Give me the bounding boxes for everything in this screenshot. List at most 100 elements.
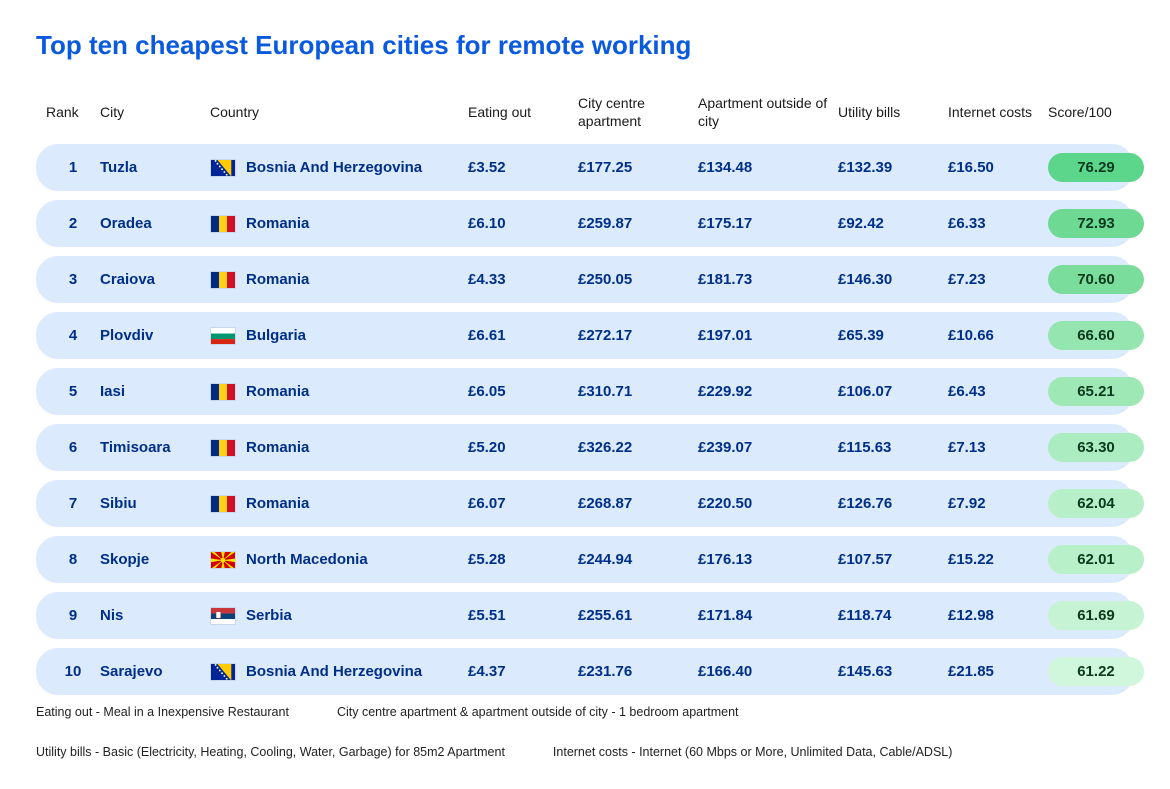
footnote: Internet costs - Internet (60 Mbps or Mo… — [553, 745, 952, 759]
table-row: 9NisSerbia£5.51£255.61£171.84£118.74£12.… — [36, 592, 1134, 639]
city-apt-cell: £244.94 — [578, 551, 698, 568]
footnote: Utility bills - Basic (Electricity, Heat… — [36, 745, 505, 759]
utility-cell: £118.74 — [838, 607, 948, 624]
flag-icon — [210, 327, 236, 345]
eating-out-cell: £4.37 — [468, 663, 578, 680]
out-apt-cell: £229.92 — [698, 383, 838, 400]
city-cell: Plovdiv — [100, 327, 210, 344]
city-cell: Nis — [100, 607, 210, 624]
flag-icon — [210, 159, 236, 177]
eating-out-cell: £6.10 — [468, 215, 578, 232]
col-internet: Internet costs — [948, 104, 1048, 122]
city-apt-cell: £326.22 — [578, 439, 698, 456]
utility-cell: £146.30 — [838, 271, 948, 288]
rank-cell: 7 — [46, 495, 100, 512]
score-pill: 65.21 — [1048, 377, 1144, 406]
country-name: Romania — [246, 439, 309, 456]
city-apt-cell: £268.87 — [578, 495, 698, 512]
score-pill: 76.29 — [1048, 153, 1144, 182]
city-apt-cell: £310.71 — [578, 383, 698, 400]
table-row: 1TuzlaBosnia And Herzegovina£3.52£177.25… — [36, 144, 1134, 191]
flag-icon — [210, 495, 236, 513]
country-cell: Romania — [210, 271, 468, 289]
eating-out-cell: £4.33 — [468, 271, 578, 288]
col-rank: Rank — [46, 104, 100, 122]
country-cell: Romania — [210, 383, 468, 401]
out-apt-cell: £134.48 — [698, 159, 838, 176]
col-score: Score/100 — [1048, 104, 1144, 122]
country-name: Romania — [246, 271, 309, 288]
city-cell: Skopje — [100, 551, 210, 568]
flag-icon — [210, 383, 236, 401]
internet-cell: £21.85 — [948, 663, 1048, 680]
out-apt-cell: £175.17 — [698, 215, 838, 232]
city-cell: Craiova — [100, 271, 210, 288]
table-row: 2OradeaRomania£6.10£259.87£175.17£92.42£… — [36, 200, 1134, 247]
internet-cell: £7.92 — [948, 495, 1048, 512]
out-apt-cell: £181.73 — [698, 271, 838, 288]
eating-out-cell: £5.51 — [468, 607, 578, 624]
rank-cell: 10 — [46, 663, 100, 680]
country-name: Bulgaria — [246, 327, 306, 344]
rank-cell: 5 — [46, 383, 100, 400]
city-cell: Timisoara — [100, 439, 210, 456]
city-apt-cell: £231.76 — [578, 663, 698, 680]
country-name: Bosnia And Herzegovina — [246, 663, 422, 680]
country-name: Romania — [246, 215, 309, 232]
table-row: 7SibiuRomania£6.07£268.87£220.50£126.76£… — [36, 480, 1134, 527]
col-city-apt: City centre apartment — [578, 95, 698, 130]
flag-icon — [210, 271, 236, 289]
city-apt-cell: £250.05 — [578, 271, 698, 288]
flag-icon — [210, 663, 236, 681]
country-cell: Bosnia And Herzegovina — [210, 159, 468, 177]
country-name: Bosnia And Herzegovina — [246, 159, 422, 176]
col-country: Country — [210, 104, 468, 122]
footnote: City centre apartment & apartment outsid… — [337, 705, 739, 719]
table-row: 8SkopjeNorth Macedonia£5.28£244.94£176.1… — [36, 536, 1134, 583]
rank-cell: 9 — [46, 607, 100, 624]
table-row: 3CraiovaRomania£4.33£250.05£181.73£146.3… — [36, 256, 1134, 303]
footnotes: Eating out - Meal in a Inexpensive Resta… — [36, 705, 1134, 759]
utility-cell: £106.07 — [838, 383, 948, 400]
flag-icon — [210, 439, 236, 457]
country-name: Serbia — [246, 607, 292, 624]
flag-icon — [210, 607, 236, 625]
col-eating-out: Eating out — [468, 104, 578, 122]
col-outside-apt: Apartment outside of city — [698, 95, 838, 130]
out-apt-cell: £239.07 — [698, 439, 838, 456]
country-cell: Romania — [210, 439, 468, 457]
eating-out-cell: £5.20 — [468, 439, 578, 456]
footnote: Eating out - Meal in a Inexpensive Resta… — [36, 705, 289, 719]
cities-table: Rank City Country Eating out City centre… — [36, 89, 1134, 695]
country-cell: Serbia — [210, 607, 468, 625]
internet-cell: £7.23 — [948, 271, 1048, 288]
country-cell: North Macedonia — [210, 551, 468, 569]
rank-cell: 1 — [46, 159, 100, 176]
out-apt-cell: £171.84 — [698, 607, 838, 624]
score-pill: 63.30 — [1048, 433, 1144, 462]
score-pill: 70.60 — [1048, 265, 1144, 294]
internet-cell: £6.33 — [948, 215, 1048, 232]
flag-icon — [210, 215, 236, 233]
out-apt-cell: £197.01 — [698, 327, 838, 344]
city-cell: Tuzla — [100, 159, 210, 176]
country-cell: Romania — [210, 215, 468, 233]
flag-icon — [210, 551, 236, 569]
score-pill: 61.22 — [1048, 657, 1144, 686]
table-header: Rank City Country Eating out City centre… — [36, 89, 1134, 144]
internet-cell: £10.66 — [948, 327, 1048, 344]
eating-out-cell: £6.61 — [468, 327, 578, 344]
out-apt-cell: £220.50 — [698, 495, 838, 512]
eating-out-cell: £5.28 — [468, 551, 578, 568]
country-cell: Bosnia And Herzegovina — [210, 663, 468, 681]
col-city: City — [100, 104, 210, 122]
table-row: 6TimisoaraRomania£5.20£326.22£239.07£115… — [36, 424, 1134, 471]
out-apt-cell: £166.40 — [698, 663, 838, 680]
eating-out-cell: £6.05 — [468, 383, 578, 400]
eating-out-cell: £3.52 — [468, 159, 578, 176]
internet-cell: £6.43 — [948, 383, 1048, 400]
utility-cell: £115.63 — [838, 439, 948, 456]
utility-cell: £65.39 — [838, 327, 948, 344]
score-pill: 62.04 — [1048, 489, 1144, 518]
internet-cell: £7.13 — [948, 439, 1048, 456]
